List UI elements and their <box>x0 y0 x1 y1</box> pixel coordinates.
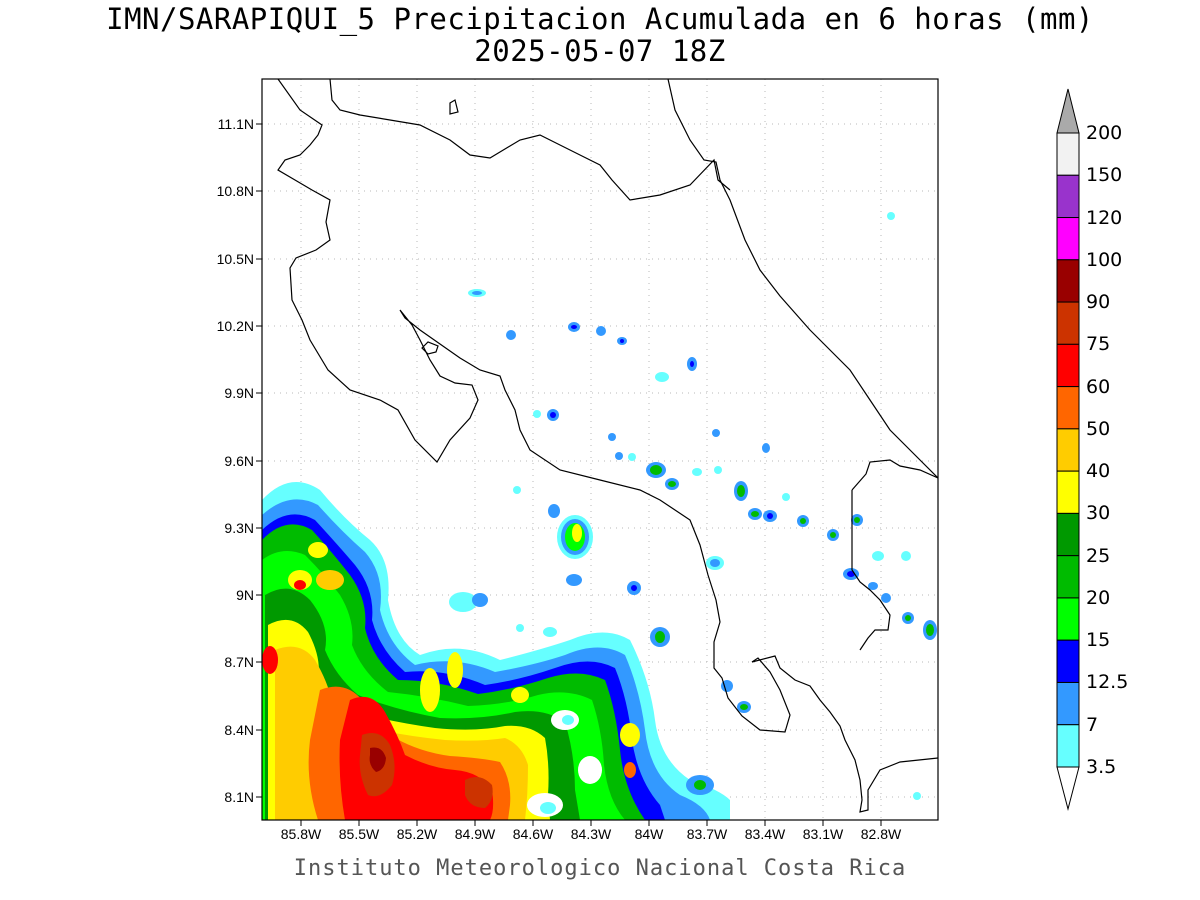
y-tick-label: 8.4N <box>224 722 254 738</box>
x-tick-label: 84.3W <box>570 826 612 842</box>
colorbar-swatch <box>1056 301 1080 345</box>
colorbar <box>1056 88 1080 811</box>
colorbar-swatch <box>1056 386 1080 430</box>
map-subtitle-datetime: 2025-05-07 18Z <box>474 34 726 68</box>
y-tick-label: 8.1N <box>224 789 254 805</box>
precipitation-field <box>262 212 937 820</box>
colorbar-swatch <box>1056 470 1080 514</box>
colorbar-label: 150 <box>1086 164 1123 187</box>
coastlines-borders <box>277 79 938 813</box>
colorbar-swatch <box>1056 597 1080 641</box>
colorbar-label: 30 <box>1086 502 1111 525</box>
colorbar-label: 25 <box>1086 544 1111 567</box>
colorbar-swatch <box>1056 639 1080 683</box>
colorbar-swatch <box>1056 174 1080 219</box>
colorbar-label: 3.5 <box>1086 756 1117 778</box>
axis-ticks <box>256 123 882 826</box>
x-tick-label: 84.6W <box>512 826 554 842</box>
colorbar-label: 75 <box>1086 333 1111 356</box>
colorbar-label: 60 <box>1086 375 1111 398</box>
colorbar-swatch <box>1056 555 1080 599</box>
scattered-showers <box>449 212 937 800</box>
x-tick-label: 82.8W <box>860 826 902 842</box>
colorbar-label: 20 <box>1086 586 1111 609</box>
y-tick-label: 10.2N <box>216 318 254 334</box>
x-tick-label: 83.7W <box>686 826 728 842</box>
colorbar-label: 200 <box>1086 122 1123 144</box>
colorbar-label: 100 <box>1086 248 1123 271</box>
colorbar-swatch <box>1056 681 1080 726</box>
colorbar-swatch <box>1056 217 1080 261</box>
map-title: IMN/SARAPIQUI_5 Precipitacion Acumulada … <box>106 2 1094 36</box>
colorbar-label: 40 <box>1086 460 1111 483</box>
x-tick-label: 85.5W <box>338 826 380 842</box>
x-tick-label: 83.1W <box>802 826 844 842</box>
x-tick-label: 84W <box>634 826 664 842</box>
colorbar-swatch <box>1056 724 1080 768</box>
colorbar-label: 120 <box>1086 206 1123 229</box>
colorbar-swatch <box>1056 343 1080 388</box>
y-tick-label: 10.8N <box>216 183 254 199</box>
x-tick-label: 85.8W <box>280 826 322 842</box>
colorbar-over-triangle <box>1056 88 1080 134</box>
colorbar-label: 7 <box>1086 713 1099 736</box>
y-tick-label: 9.9N <box>224 385 254 401</box>
colorbar-swatch <box>1056 512 1080 557</box>
colorbar-label: 50 <box>1086 417 1111 440</box>
colorbar-swatch <box>1056 428 1080 472</box>
y-tick-label: 9.6N <box>224 453 254 469</box>
y-tick-label: 11.1N <box>217 116 254 132</box>
map-frame <box>261 78 939 821</box>
x-tick-label: 85.2W <box>396 826 438 842</box>
colorbar-swatch <box>1056 259 1080 303</box>
rain-area-southwest <box>262 482 730 820</box>
y-tick-label: 8.7N <box>224 654 254 670</box>
colorbar-label: 90 <box>1086 291 1111 314</box>
colorbar-swatch <box>1056 132 1080 176</box>
footer-credit: Instituto Meteorologico Nacional Costa R… <box>293 856 907 881</box>
colorbar-under-triangle <box>1056 766 1080 811</box>
y-tick-label: 9N <box>236 587 254 603</box>
x-tick-label: 83.4W <box>744 826 786 842</box>
x-tick-label: 84.9W <box>454 826 496 842</box>
y-tick-label: 9.3N <box>224 520 254 536</box>
colorbar-label: 15 <box>1086 629 1111 652</box>
y-tick-label: 10.5N <box>216 251 254 267</box>
colorbar-label: 12.5 <box>1086 671 1129 694</box>
